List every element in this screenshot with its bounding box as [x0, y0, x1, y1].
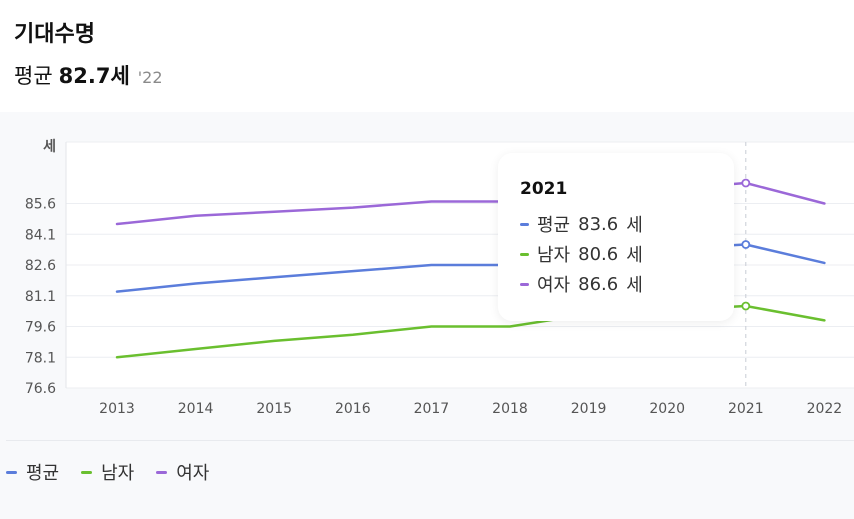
legend-swatch	[81, 470, 93, 474]
legend-swatch	[156, 470, 168, 474]
data-point	[741, 301, 751, 311]
summary: 평균 82.7세 '22	[14, 60, 163, 90]
tooltip-swatch	[520, 222, 529, 226]
y-tick-label: 84.1	[25, 227, 56, 243]
legend-item-male[interactable]: 남자	[81, 459, 134, 485]
tooltip-swatch	[520, 282, 529, 286]
tooltip-label: 남자	[537, 245, 571, 266]
tooltip-label: 평균	[537, 215, 571, 236]
x-tick-label: 2014	[178, 401, 214, 417]
tooltip-row: 남자 80.6 세	[520, 239, 734, 269]
tooltip-unit: 세	[626, 215, 643, 236]
summary-label: 평균	[14, 64, 53, 88]
summary-year: '22	[137, 68, 163, 87]
legend-label: 남자	[101, 463, 135, 484]
x-tick-label: 2017	[414, 401, 450, 417]
data-point	[741, 240, 751, 249]
tooltip-unit: 세	[626, 275, 643, 296]
y-tick-label: 85.6	[25, 197, 56, 213]
x-tick-label: 2013	[99, 401, 135, 417]
y-tick-label: 76.6	[25, 381, 56, 397]
tooltip-row: 평균 83.6 세	[520, 209, 734, 239]
summary-value: 82.7세	[58, 64, 130, 88]
legend-item-average[interactable]: 평균	[6, 459, 59, 485]
y-axis-label: 세	[43, 139, 56, 155]
tooltip-year: 2021	[520, 179, 568, 199]
chart-tooltip: 2021 평균 83.6 세 남자 80.6 세 여자 86.6 세	[498, 153, 734, 321]
data-point	[741, 178, 751, 188]
tooltip-value: 80.6	[578, 243, 619, 265]
y-tick-label: 78.1	[25, 350, 56, 366]
tooltip-value: 83.6	[578, 213, 619, 235]
tooltip-label: 여자	[537, 275, 571, 296]
tooltip-unit: 세	[626, 245, 643, 266]
legend-label: 평균	[26, 463, 60, 484]
tooltip-swatch	[520, 252, 529, 256]
x-tick-label: 2018	[492, 401, 528, 417]
x-tick-label: 2020	[649, 401, 685, 417]
y-tick-label: 82.6	[25, 258, 56, 274]
legend-item-female[interactable]: 여자	[156, 459, 209, 485]
chart-legend: 평균 남자 여자	[6, 440, 854, 519]
x-tick-label: 2019	[571, 401, 607, 417]
x-tick-label: 2021	[728, 401, 764, 417]
legend-label: 여자	[176, 463, 210, 484]
tooltip-row: 여자 86.6 세	[520, 269, 734, 299]
x-tick-label: 2016	[335, 401, 371, 417]
x-tick-label: 2022	[807, 401, 843, 417]
legend-swatch	[6, 470, 17, 474]
y-tick-label: 81.1	[25, 289, 56, 305]
x-tick-label: 2015	[256, 401, 292, 417]
tooltip-value: 86.6	[578, 273, 619, 295]
page-title: 기대수명	[14, 22, 95, 47]
y-tick-label: 79.6	[25, 320, 56, 336]
